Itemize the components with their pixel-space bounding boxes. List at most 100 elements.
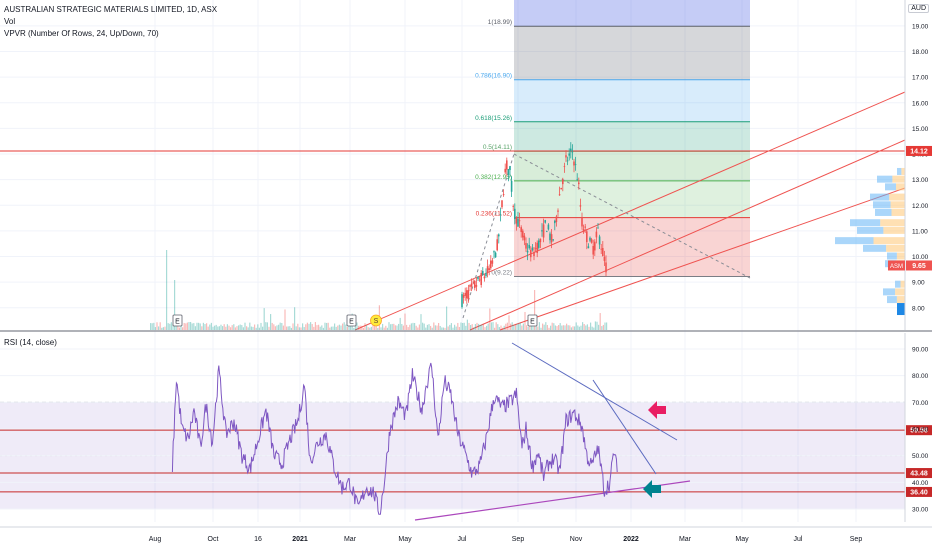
candle-body [502,194,505,196]
candle-body [517,218,519,227]
volume-bar [388,322,390,330]
vpvr-bar [895,288,905,296]
volume-bar [170,322,172,330]
currency-label[interactable]: AUD [908,4,929,13]
volume-bar [519,322,521,330]
fib-level-label: 0.382(12.95) [475,174,512,181]
volume-bar [319,326,321,330]
rsi-legend[interactable]: RSI (14, close) [4,338,57,347]
volume-bar [282,325,284,330]
time-tick-label: Sep [512,536,525,543]
split-marker [370,314,382,327]
volume-bar [569,325,571,330]
candle-body [570,148,572,151]
volume-bar [228,325,230,330]
price-tick-label: 10.00 [912,254,929,261]
volume-bar [511,322,513,330]
volume-bar [532,322,534,330]
fib-zone [514,26,750,80]
volume-bar [457,322,459,330]
volume-bar [164,326,166,330]
volume-bar [602,324,604,330]
rsi-line [171,362,618,515]
volume-bar [161,327,163,330]
volume-bar [564,325,566,330]
fib-zone [514,121,750,152]
volume-bar [561,325,563,330]
volume-bar [362,327,364,330]
candle-body [550,234,553,243]
volume-bar [537,326,539,330]
fib-level-label: 0.618(15.26) [475,115,512,122]
volume-bar [198,322,200,330]
volume-bar [361,325,363,330]
volume-bar [500,325,502,330]
volume-bar [465,325,467,330]
volume-bar [545,322,547,330]
volume-bar [553,323,555,330]
volume-bar [294,307,296,330]
volume-bar [286,326,288,330]
volume-bar [199,323,201,330]
candle-body [510,180,513,192]
volume-bar [186,322,188,330]
candle-body [494,252,497,258]
candle-body [498,234,500,237]
candle-body [536,242,538,253]
candle-body [552,239,554,241]
volume-bar [593,327,595,330]
volume-bar [214,325,216,330]
earnings-marker-label: E [530,319,535,326]
volume-bar [358,325,360,330]
volume-bar [446,306,448,330]
volume-bar [225,326,227,330]
volume-bar [305,324,307,330]
volume-bar [268,326,270,330]
volume-bar [335,326,337,330]
volume-bar [177,325,179,330]
volume-bar [364,323,366,330]
volume-bar [270,314,272,330]
vpvr-bar [889,193,905,201]
volume-bar [236,326,238,330]
volume-bar [404,313,406,330]
volume-bar [252,326,254,330]
candle-body [531,247,534,251]
volume-bar [209,324,211,330]
vpvr-bar [887,296,897,304]
candle-body [590,239,593,243]
time-tick-label: Jul [794,536,803,543]
candle-body [507,169,510,175]
price-tick-label: 13.00 [912,177,929,184]
volume-bar [182,327,184,330]
volume-bar [287,326,289,330]
candle-body [482,271,484,275]
volume-bar [516,323,518,330]
vpvr-poc-bar [897,303,905,316]
volume-bar [591,326,593,330]
price-tick-label: 16.00 [912,100,929,107]
volume-bar [463,322,465,330]
candle-body [475,284,478,287]
volume-bar [458,326,460,330]
volume-bar [348,323,350,330]
volume-bar [402,325,404,330]
vpvr-bar [873,237,905,245]
volume-bar [313,326,315,330]
candle-body [490,260,492,269]
vpvr-legend[interactable]: VPVR (Number Of Rows, 24, Up/Down, 70) [4,29,159,38]
volume-bar [551,322,553,330]
candle-body [557,210,559,212]
candle-body [578,182,580,185]
candle-body [555,216,558,222]
volume-bar [311,324,313,330]
candle-body [464,292,466,296]
vpvr-bar [886,244,905,252]
vpvr-bar [890,201,905,209]
volume-bar [452,327,454,330]
volume-bar [442,327,444,330]
volume-legend[interactable]: Vol [4,17,16,26]
volume-bar [196,322,198,330]
time-tick-label: Sep [850,536,863,543]
